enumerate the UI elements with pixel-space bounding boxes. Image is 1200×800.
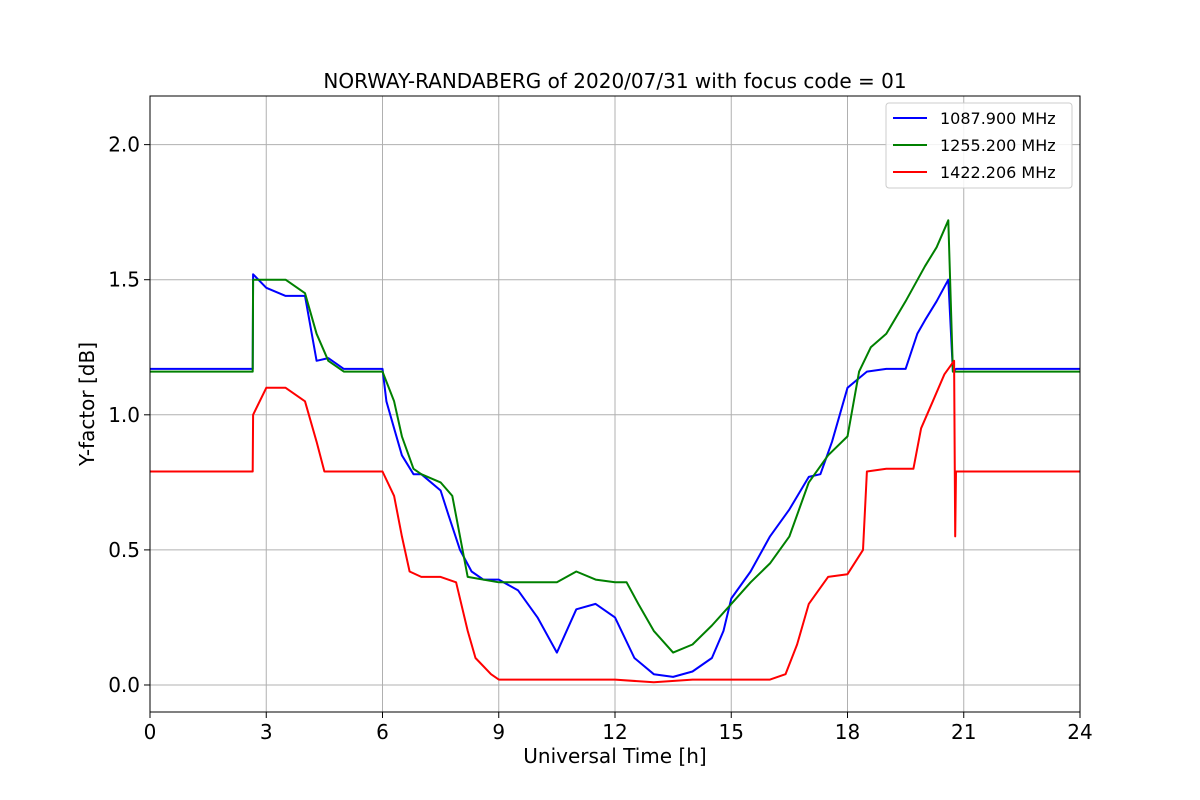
y-tick-label: 0.5 — [108, 538, 140, 562]
y-tick-label: 1.5 — [108, 268, 140, 292]
series-line-2 — [150, 359, 1080, 684]
x-tick-label: 15 — [719, 720, 744, 744]
legend-label-1255: 1255.200 MHz — [940, 136, 1056, 155]
x-tick-label: 18 — [835, 720, 860, 744]
chart-title: NORWAY-RANDABERG of 2020/07/31 with focu… — [323, 69, 906, 93]
x-tick-label: 21 — [951, 720, 976, 744]
series-line-1 — [150, 219, 1080, 654]
series-lines — [150, 219, 1080, 684]
y-tick-label: 0.0 — [108, 673, 140, 697]
x-tick-label: 0 — [144, 720, 157, 744]
legend-label-1422: 1422.206 MHz — [940, 163, 1056, 182]
x-tick-label: 9 — [492, 720, 505, 744]
x-axis-ticks: 0 3 6 9 12 15 18 21 24 — [144, 712, 1093, 744]
x-tick-label: 3 — [260, 720, 273, 744]
x-tick-label: 24 — [1067, 720, 1092, 744]
legend-box — [885, 102, 1073, 189]
legend: 1087.900 MHz 1255.200 MHz 1422.206 MHz — [885, 102, 1073, 189]
legend-label-1087: 1087.900 MHz — [940, 109, 1056, 128]
x-axis-label: Universal Time [h] — [523, 744, 706, 768]
y-tick-label: 1.0 — [108, 403, 140, 427]
y-axis-ticks: 0.0 0.5 1.0 1.5 2.0 — [108, 133, 150, 697]
x-tick-label: 12 — [602, 720, 627, 744]
y-axis-label: Y-factor [dB] — [75, 342, 99, 467]
y-tick-label: 2.0 — [108, 133, 140, 157]
series-line-0 — [150, 273, 1080, 678]
x-tick-label: 6 — [376, 720, 389, 744]
